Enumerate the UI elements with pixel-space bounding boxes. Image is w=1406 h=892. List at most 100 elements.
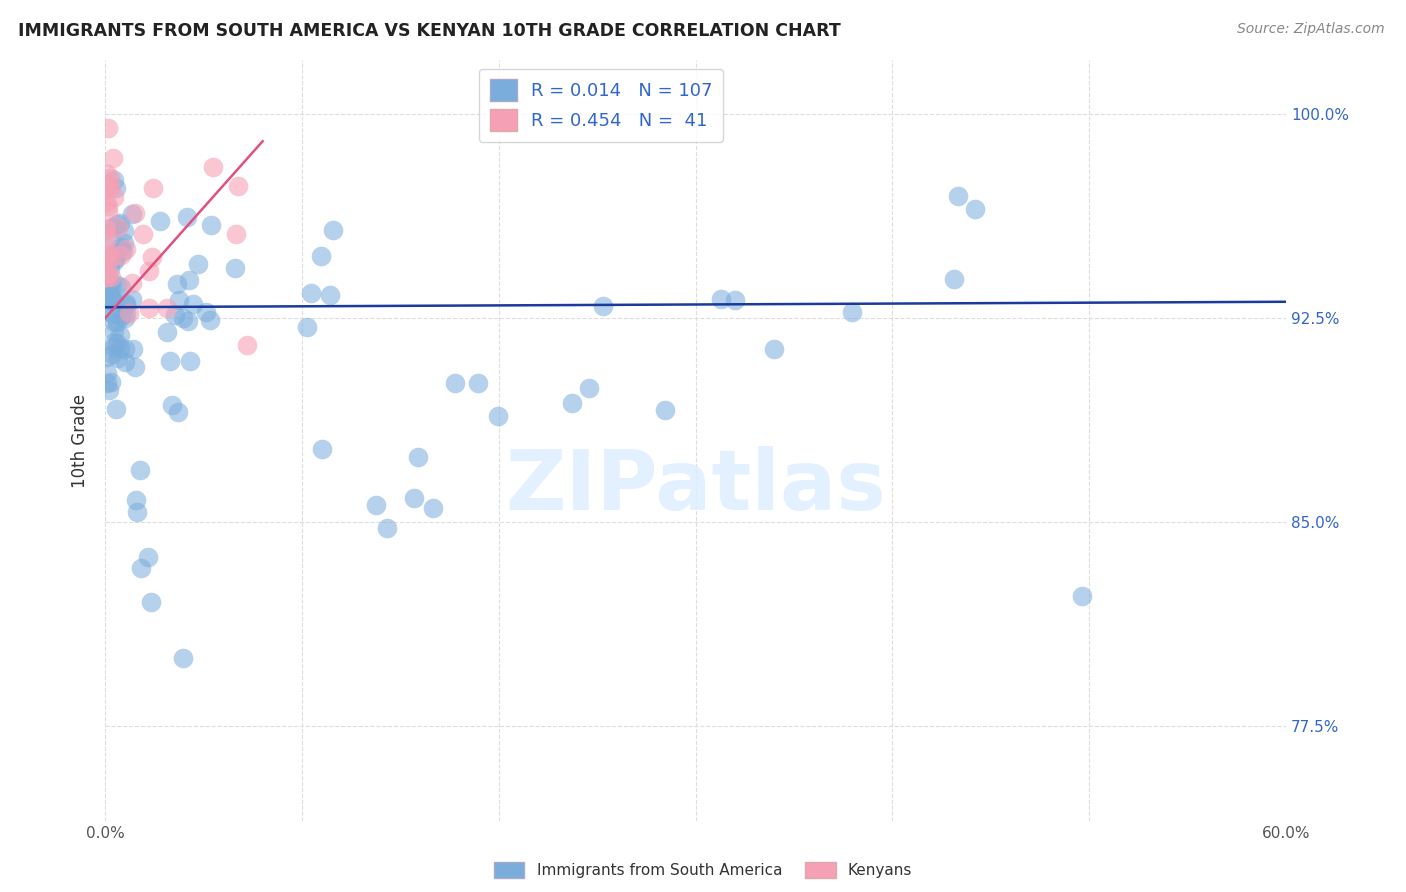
Point [125, 505, 148, 519]
Point [96, 246, 118, 260]
Point [142, 181, 165, 195]
Point [176, 210, 198, 224]
Point [94, 178, 117, 193]
Point [101, 151, 124, 165]
Point [104, 402, 127, 417]
Point [104, 181, 127, 195]
Point [98, 245, 121, 260]
Point [299, 286, 322, 301]
Point [110, 247, 132, 261]
Point [108, 216, 131, 230]
Point [402, 491, 425, 505]
Point [105, 315, 128, 329]
Point [121, 276, 143, 290]
Text: ZIPatlas: ZIPatlas [505, 446, 886, 527]
Point [97, 121, 120, 136]
Point [98, 262, 121, 277]
Point [105, 217, 128, 231]
Point [96, 178, 118, 192]
Point [160, 398, 183, 412]
Point [179, 354, 201, 368]
Legend: R = 0.014   N = 107, R = 0.454   N =  41: R = 0.014 N = 107, R = 0.454 N = 41 [479, 69, 724, 142]
Point [225, 227, 247, 242]
Point [101, 220, 124, 235]
Point [124, 205, 146, 219]
Point [100, 289, 122, 303]
Point [97, 205, 120, 219]
Point [100, 251, 122, 265]
Point [132, 227, 155, 241]
Point [114, 355, 136, 369]
Point [149, 214, 172, 228]
Point [112, 236, 135, 251]
Point [166, 277, 188, 292]
Point [112, 224, 135, 238]
Point [103, 324, 125, 338]
Point [364, 498, 387, 512]
Point [129, 462, 152, 476]
Point [105, 278, 128, 293]
Point [121, 292, 143, 306]
Point [94, 221, 117, 235]
Point [946, 188, 969, 202]
Y-axis label: 10th Grade: 10th Grade [72, 393, 89, 488]
Point [406, 450, 429, 465]
Point [103, 340, 125, 354]
Point [103, 190, 125, 204]
Point [131, 561, 153, 575]
Point [110, 280, 132, 294]
Point [100, 375, 122, 389]
Point [100, 179, 122, 194]
Point [202, 160, 225, 174]
Point [311, 442, 333, 456]
Point [943, 272, 966, 286]
Point [94, 270, 117, 285]
Point [98, 293, 121, 307]
Point [114, 311, 136, 326]
Point [103, 173, 125, 187]
Point [107, 219, 129, 234]
Point [195, 305, 218, 319]
Point [1070, 589, 1092, 603]
Point [841, 304, 863, 318]
Point [486, 409, 509, 423]
Point [114, 305, 136, 319]
Point [96, 350, 118, 364]
Point [311, 248, 333, 262]
Point [709, 293, 731, 307]
Point [100, 281, 122, 295]
Point [98, 383, 121, 397]
Point [561, 396, 583, 410]
Point [375, 521, 398, 535]
Point [444, 376, 467, 391]
Point [124, 359, 146, 374]
Point [172, 310, 194, 325]
Point [121, 207, 143, 221]
Point [96, 290, 118, 304]
Point [103, 295, 125, 310]
Point [105, 335, 128, 350]
Point [101, 347, 124, 361]
Point [103, 248, 125, 262]
Point [592, 299, 614, 313]
Point [319, 287, 342, 301]
Point [172, 651, 194, 665]
Point [105, 247, 128, 261]
Point [165, 308, 187, 322]
Point [121, 342, 143, 356]
Point [97, 226, 120, 240]
Point [94, 195, 117, 210]
Point [467, 376, 489, 391]
Point [965, 202, 987, 217]
Point [96, 267, 118, 281]
Point [762, 342, 785, 356]
Point [155, 301, 177, 316]
Point [100, 305, 122, 319]
Point [177, 314, 200, 328]
Point [159, 354, 181, 368]
Point [114, 298, 136, 312]
Point [198, 313, 221, 327]
Point [226, 178, 249, 193]
Point [96, 231, 118, 245]
Point [224, 260, 246, 275]
